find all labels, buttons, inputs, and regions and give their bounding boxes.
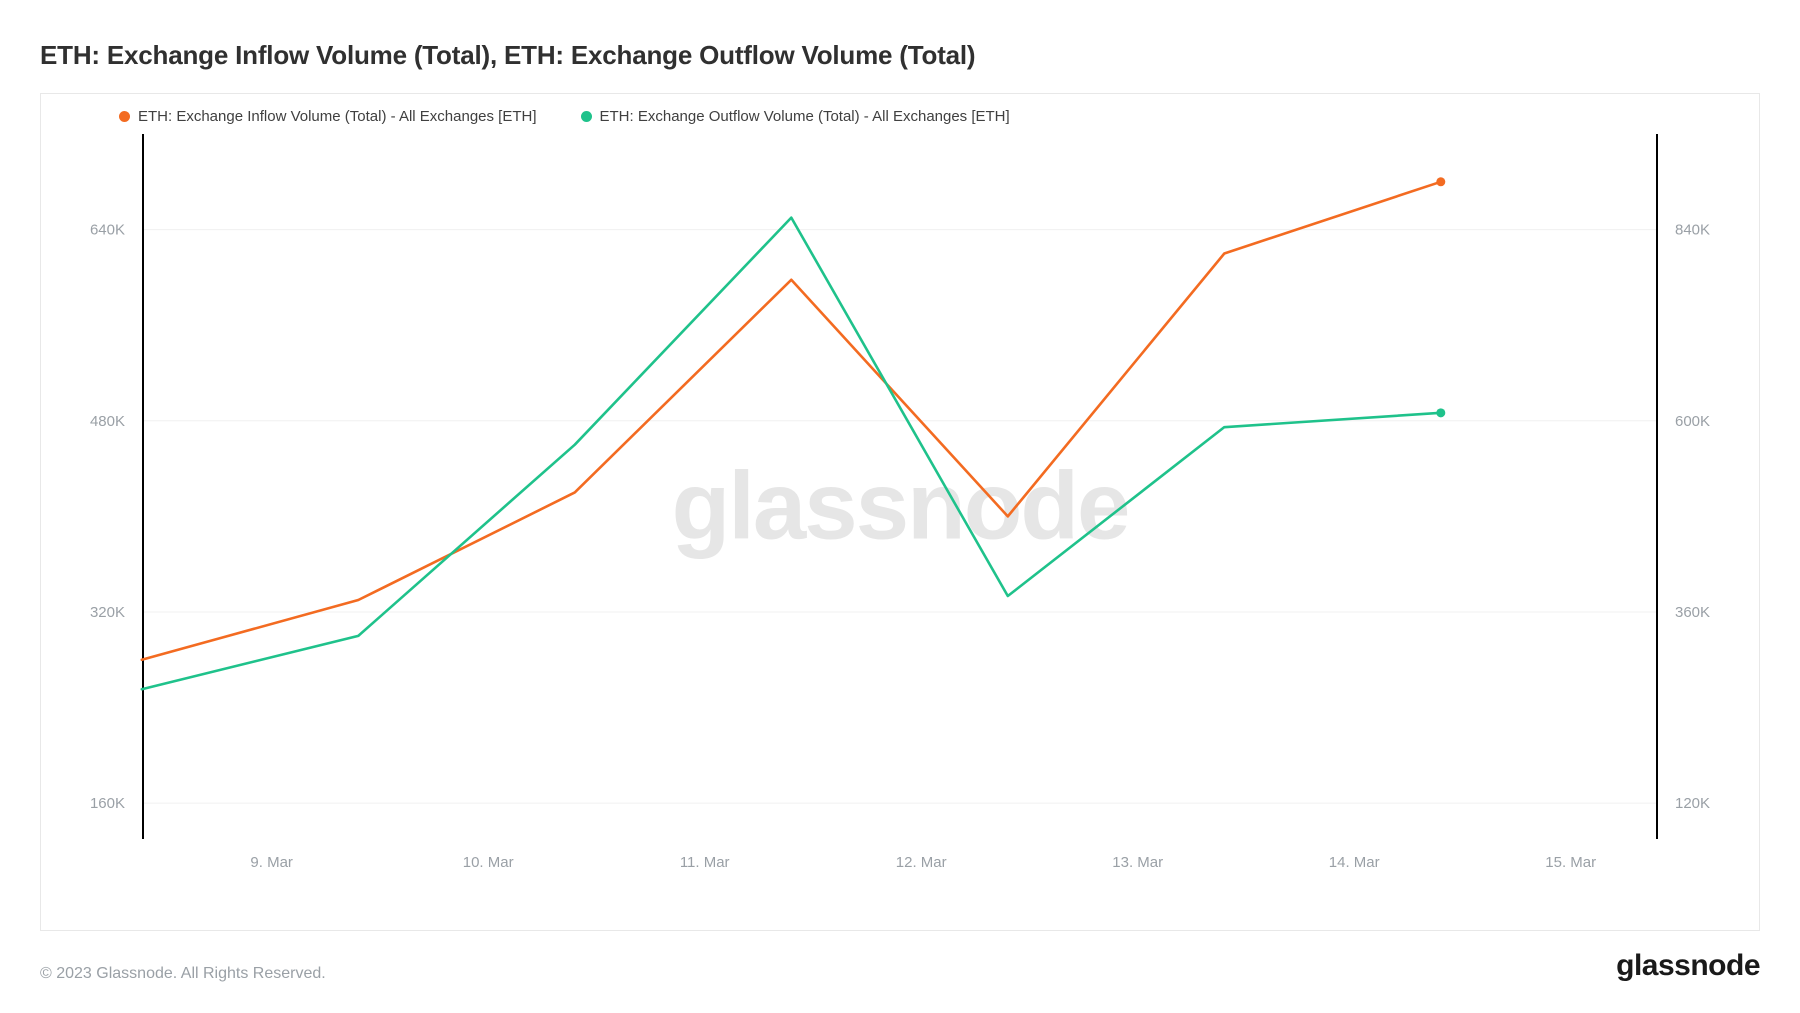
legend-dot-inflow — [119, 111, 130, 122]
footer: © 2023 Glassnode. All Rights Reserved. g… — [40, 931, 1760, 983]
chart-title: ETH: Exchange Inflow Volume (Total), ETH… — [40, 40, 1760, 71]
svg-text:600K: 600K — [1675, 413, 1710, 430]
legend-label-outflow: ETH: Exchange Outflow Volume (Total) - A… — [600, 108, 1010, 125]
svg-text:120K: 120K — [1675, 795, 1710, 812]
legend-dot-outflow — [581, 111, 592, 122]
svg-text:10. Mar: 10. Mar — [463, 854, 514, 871]
svg-text:320K: 320K — [90, 604, 125, 621]
svg-text:15. Mar: 15. Mar — [1545, 854, 1596, 871]
svg-text:12. Mar: 12. Mar — [896, 854, 947, 871]
page: ETH: Exchange Inflow Volume (Total), ETH… — [0, 0, 1800, 1013]
svg-text:11. Mar: 11. Mar — [680, 854, 730, 871]
svg-text:480K: 480K — [90, 413, 125, 430]
svg-text:9. Mar: 9. Mar — [250, 854, 293, 871]
legend: ETH: Exchange Inflow Volume (Total) - Al… — [119, 108, 1010, 125]
svg-text:840K: 840K — [1675, 222, 1710, 239]
chart-frame: ETH: Exchange Inflow Volume (Total) - Al… — [40, 93, 1760, 931]
legend-item-inflow[interactable]: ETH: Exchange Inflow Volume (Total) - Al… — [119, 108, 537, 125]
legend-item-outflow[interactable]: ETH: Exchange Outflow Volume (Total) - A… — [581, 108, 1010, 125]
svg-text:640K: 640K — [90, 222, 125, 239]
svg-text:160K: 160K — [90, 795, 125, 812]
chart-plot: 160K 320K 480K 640K 120K 360K 600K 840K 9. Mar 10… — [41, 94, 1759, 930]
svg-text:360K: 360K — [1675, 604, 1710, 621]
svg-text:14. Mar: 14. Mar — [1329, 854, 1380, 871]
brand-logo: glassnode — [1616, 949, 1760, 983]
svg-text:13. Mar: 13. Mar — [1112, 854, 1163, 871]
legend-label-inflow: ETH: Exchange Inflow Volume (Total) - Al… — [138, 108, 537, 125]
copyright: © 2023 Glassnode. All Rights Reserved. — [40, 965, 326, 983]
